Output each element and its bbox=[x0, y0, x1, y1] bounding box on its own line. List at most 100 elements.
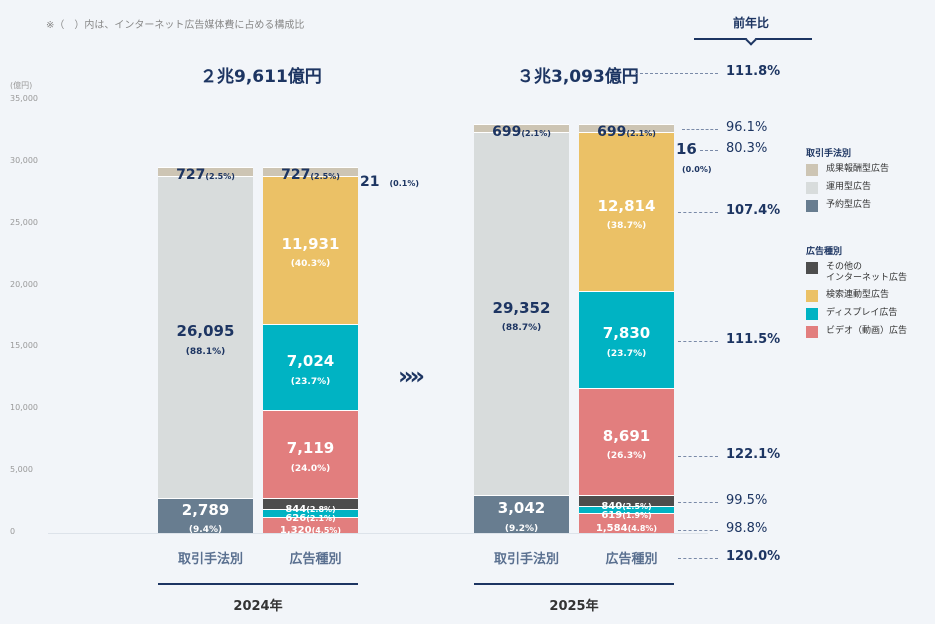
percent: (88.1%) bbox=[185, 346, 226, 357]
data-label: 699(2.1%) bbox=[579, 122, 674, 140]
value: 727 bbox=[281, 166, 311, 183]
category-label: 広告種別 bbox=[605, 552, 658, 567]
bar-segment-display bbox=[579, 290, 674, 388]
value: 840 bbox=[601, 500, 623, 512]
category-label: 取引手法別 bbox=[493, 552, 559, 567]
legend-item: ディスプレイ広告 bbox=[806, 308, 897, 320]
yoy-leader-line bbox=[700, 150, 718, 151]
value: 11,931 bbox=[281, 234, 340, 253]
yoy-value: 122.1% bbox=[726, 447, 781, 462]
value: 26,095 bbox=[176, 322, 235, 341]
legend-item: 検索連動型広告 bbox=[806, 290, 889, 302]
bar-segment-display bbox=[263, 323, 358, 411]
bar-segment-performance bbox=[579, 123, 674, 133]
legend-label: 成果報酬型広告 bbox=[826, 164, 890, 174]
legend-swatch bbox=[806, 290, 818, 302]
yoy-leader-line bbox=[678, 456, 718, 457]
bar-segment-performance bbox=[474, 123, 569, 133]
percent: (38.7%) bbox=[606, 221, 647, 232]
bar-segment-video bbox=[263, 516, 358, 533]
data-label: 7,830 (23.7%) bbox=[579, 324, 674, 359]
yoy-value: 120.0% bbox=[726, 549, 781, 564]
baseline bbox=[48, 533, 708, 534]
data-label: 727(2.5%) bbox=[158, 165, 253, 183]
legend-swatch bbox=[806, 182, 818, 194]
value: 2,789 bbox=[181, 500, 230, 519]
legend-label: 運用型広告 bbox=[826, 182, 872, 192]
value: 29,352 bbox=[492, 298, 551, 317]
value: 12,814 bbox=[597, 196, 656, 215]
year-label: 2024年 bbox=[233, 599, 283, 614]
legend-swatch bbox=[806, 308, 818, 320]
category-label: 広告種別 bbox=[289, 552, 342, 567]
bar-segment-video bbox=[263, 410, 358, 499]
yoy-value: 111.8% bbox=[726, 64, 781, 79]
bar-segment-operational bbox=[474, 132, 569, 496]
y-tick-label: 35,000 bbox=[10, 94, 38, 103]
data-label: 844(2.8%) bbox=[263, 498, 358, 516]
percent: (23.7%) bbox=[606, 348, 647, 359]
value: 626 bbox=[285, 512, 307, 524]
bar-segment-other bbox=[263, 498, 358, 509]
yoy-leader-line bbox=[678, 530, 718, 531]
legend-item: 運用型広告 bbox=[806, 182, 871, 194]
yoy-value: 80.3% bbox=[726, 141, 768, 156]
footnote: ※（ ）内は、インターネット広告媒体費に占める構成比 bbox=[46, 20, 305, 31]
legend-label: ビデオ（動画）広告 bbox=[826, 326, 908, 336]
percent: (2.5%) bbox=[622, 501, 652, 511]
value: 7,024 bbox=[286, 351, 335, 370]
legend-label: 検索連動型広告 bbox=[826, 290, 890, 300]
legend-item: 成果報酬型広告 bbox=[806, 164, 889, 176]
legend-swatch bbox=[806, 262, 818, 274]
next-year-arrow-icon: »» bbox=[398, 362, 425, 390]
data-label: 1,320(4.5%) bbox=[263, 519, 358, 537]
year-label: 2025年 bbox=[549, 599, 599, 614]
data-label: 3,042 (9.2%) bbox=[474, 499, 569, 534]
value: 699 bbox=[597, 123, 627, 140]
percent: (40.3%) bbox=[290, 259, 331, 270]
percent: (26.3%) bbox=[606, 451, 647, 462]
value: 699 bbox=[492, 123, 522, 140]
percent: (24.0%) bbox=[290, 464, 331, 475]
data-label: 29,352 (88.7%) bbox=[474, 299, 569, 334]
bar-segment-operational bbox=[158, 175, 253, 499]
bar-segment-reserved bbox=[158, 498, 253, 533]
legend-swatch bbox=[806, 326, 818, 338]
yoy-leader-line bbox=[678, 502, 718, 503]
value: 727 bbox=[176, 166, 206, 183]
yoy-header-notch bbox=[745, 34, 757, 46]
y-tick-label: 30,000 bbox=[10, 155, 38, 165]
yoy-leader-line bbox=[678, 341, 718, 342]
data-label: 12,814 (38.7%) bbox=[579, 197, 674, 232]
yoy-value: 98.8% bbox=[726, 521, 768, 536]
value: 8,691 bbox=[602, 426, 651, 445]
data-label: 16 (0.0%) bbox=[676, 140, 712, 174]
bar-segment-search bbox=[579, 132, 674, 291]
y-tick-label: 5,000 bbox=[10, 465, 33, 475]
percent: (4.5%) bbox=[311, 525, 342, 535]
value: 21 bbox=[360, 173, 380, 190]
legend-label: 予約型広告 bbox=[826, 200, 872, 210]
data-label: 840(2.5%) bbox=[579, 495, 674, 513]
percent: (2.1%) bbox=[306, 513, 336, 523]
percent: (2.8%) bbox=[306, 504, 336, 514]
yoy-value: 107.4% bbox=[726, 203, 781, 218]
bar-segment-performance bbox=[158, 166, 253, 176]
year-total: ３兆3,093億円 bbox=[517, 67, 639, 87]
percent: (23.7%) bbox=[290, 376, 331, 387]
year-underline bbox=[474, 583, 674, 585]
percent: (88.7%) bbox=[501, 323, 542, 334]
bar-segment-performance bbox=[263, 166, 358, 176]
yoy-value: 99.5% bbox=[726, 493, 768, 508]
value: 7,119 bbox=[286, 439, 335, 458]
legend-item: その他の インターネット広告 bbox=[806, 262, 907, 284]
yoy-header: 前年比 bbox=[733, 16, 770, 30]
year-total: ２兆9,611億円 bbox=[200, 67, 322, 87]
percent: (2.1%) bbox=[626, 128, 656, 138]
percent: (9.2%) bbox=[504, 523, 539, 534]
bar-segment-video bbox=[579, 513, 674, 533]
percent: (0.1%) bbox=[389, 178, 419, 188]
value: 619 bbox=[601, 509, 623, 521]
percent: (4.8%) bbox=[627, 524, 658, 534]
legend-heading: 広告種別 bbox=[806, 247, 843, 257]
